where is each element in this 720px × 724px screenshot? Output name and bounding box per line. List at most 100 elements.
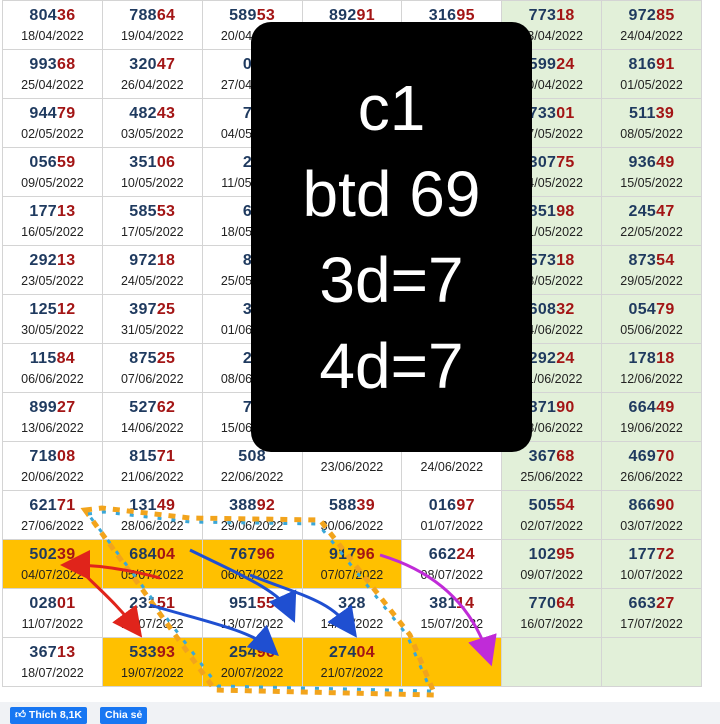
note-line: c1 (357, 72, 426, 144)
result-number: 57318 (502, 251, 601, 271)
result-date: 31/05/2022 (120, 322, 184, 337)
share-button[interactable]: Chia sẻ (100, 707, 148, 724)
number-suffix: 71 (57, 496, 76, 514)
result-number: 24547 (602, 202, 701, 222)
result-cell: 36713 18/07/2022 (2, 637, 103, 687)
result-cell: 11584 06/06/2022 (2, 343, 103, 393)
result-number: 05659 (3, 153, 102, 173)
number-suffix: 25 (156, 349, 176, 367)
result-number: 80436 (3, 6, 102, 26)
result-date: 16/05/2022 (21, 224, 84, 239)
number-suffix: 68 (57, 55, 76, 73)
result-number: 76796 (203, 545, 302, 565)
number-suffix: 95 (456, 6, 475, 24)
result-number: 87354 (602, 251, 701, 271)
number-suffix: 85 (656, 6, 675, 24)
number-prefix: 367 (528, 447, 557, 465)
number-suffix: 24 (456, 545, 475, 563)
result-cell: 35106 10/05/2022 (101, 147, 203, 197)
number-prefix: 274 (328, 643, 357, 661)
result-cell: 86690 03/07/2022 (601, 490, 702, 540)
number-suffix: 43 (156, 104, 176, 122)
result-cell: 87354 29/05/2022 (601, 245, 702, 295)
number-prefix: 177 (29, 202, 58, 220)
result-cell: 71808 20/06/2022 (2, 441, 103, 491)
result-number: 46970 (602, 447, 701, 467)
result-number: 71808 (3, 447, 102, 467)
result-date: 07/07/2022 (320, 567, 384, 582)
number-suffix: 91 (356, 6, 375, 24)
number-suffix: 18 (556, 251, 575, 269)
number-prefix: 508 (238, 447, 266, 465)
number-suffix: 90 (556, 398, 575, 416)
number-suffix: 49 (156, 496, 176, 514)
number-prefix: 381 (429, 594, 456, 612)
result-cell: 81571 21/06/2022 (101, 441, 203, 491)
number-prefix: 851 (528, 202, 557, 220)
number-prefix: 951 (229, 594, 257, 612)
number-prefix: 589 (229, 6, 257, 24)
result-date: 12/07/2022 (120, 616, 184, 631)
number-suffix: 96 (256, 545, 276, 563)
result-cell: 66327 17/07/2022 (601, 588, 702, 638)
number-suffix: 14 (455, 594, 475, 612)
result-cell: 62171 27/06/2022 (2, 490, 103, 540)
result-cell: 50554 02/07/2022 (501, 490, 603, 540)
result-date: 09/05/2022 (21, 175, 84, 190)
result-cell (401, 637, 503, 687)
number-suffix: 84 (56, 349, 75, 367)
result-cell: 95155 13/07/2022 (201, 588, 303, 638)
number-suffix: 13 (57, 643, 76, 661)
number-suffix: 01 (556, 104, 575, 122)
result-number: 85198 (502, 202, 601, 222)
number-prefix: 125 (29, 300, 58, 318)
number-prefix: 131 (129, 496, 157, 514)
number-prefix: 328 (338, 594, 366, 612)
number-prefix: 585 (129, 202, 157, 220)
result-number: 66449 (602, 398, 701, 418)
number-suffix: 54 (556, 496, 575, 514)
number-prefix: 875 (129, 349, 157, 367)
number-prefix: 993 (29, 55, 58, 73)
number-prefix: 320 (129, 55, 157, 73)
number-prefix: 511 (628, 104, 656, 122)
result-number: 30775 (502, 153, 601, 173)
result-number: 48243 (103, 104, 202, 124)
result-number: 89927 (3, 398, 102, 418)
result-cell: 97285 24/04/2022 (601, 0, 702, 50)
like-button[interactable]: 👍︎ Thích 8,1K (10, 707, 88, 724)
result-number: 53393 (103, 643, 202, 663)
result-number: 91796 (303, 545, 402, 565)
number-suffix: 49 (656, 398, 675, 416)
number-prefix: 718 (29, 447, 58, 465)
result-cell: 23151 12/07/2022 (101, 588, 203, 638)
result-cell: 38892 29/06/2022 (201, 490, 303, 540)
number-prefix: 892 (328, 6, 357, 24)
number-prefix: 608 (528, 300, 557, 318)
result-cell: 80436 18/04/2022 (2, 0, 103, 50)
number-suffix: 27 (57, 398, 76, 416)
number-suffix: 96 (356, 545, 375, 563)
number-prefix: 367 (29, 643, 58, 661)
result-number: 52762 (103, 398, 202, 418)
number-suffix: 47 (656, 202, 675, 220)
number-prefix: 733 (528, 104, 557, 122)
result-number: 58553 (103, 202, 202, 222)
social-bar: 👍︎ Thích 8,1K Chia sẻ (0, 702, 720, 724)
result-date: 17/07/2022 (620, 616, 683, 631)
result-date: 19/06/2022 (620, 420, 683, 435)
number-suffix: 39 (655, 104, 675, 122)
result-cell: 91796 07/07/2022 (301, 539, 403, 589)
result-date: 21/07/2022 (320, 665, 384, 680)
result-number: 32047 (103, 55, 202, 75)
number-suffix: 39 (57, 545, 76, 563)
number-prefix: 621 (29, 496, 58, 514)
result-cell: 46970 26/06/2022 (601, 441, 702, 491)
result-number: 02801 (3, 594, 102, 614)
number-prefix: 054 (628, 300, 657, 318)
number-prefix: 684 (129, 545, 157, 563)
result-number: 62171 (3, 496, 102, 516)
number-suffix: 90 (656, 496, 675, 514)
result-number: 89291 (303, 6, 402, 26)
result-cell: 36768 25/06/2022 (501, 441, 603, 491)
